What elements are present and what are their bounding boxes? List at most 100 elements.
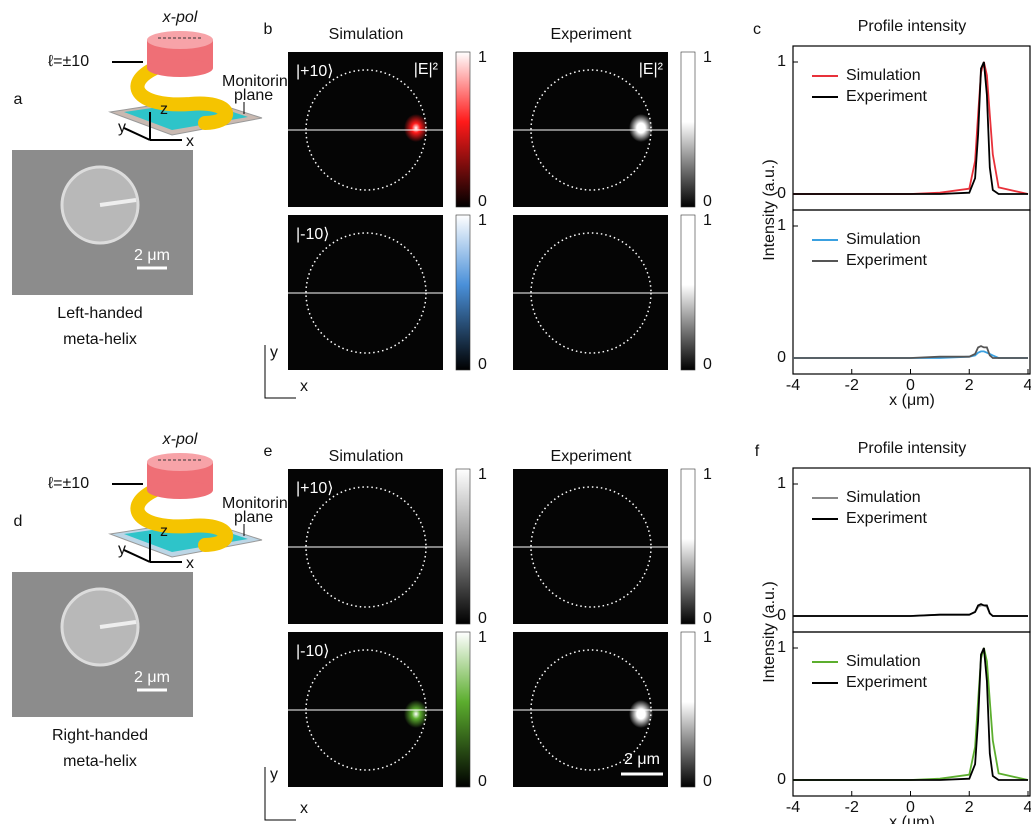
- colorbar-tick: 0: [703, 193, 712, 210]
- x-tick-label: -4: [786, 377, 800, 394]
- x-tick-label: 4: [1024, 799, 1031, 816]
- legend-label: Simulation: [846, 653, 921, 670]
- y-tick-label: 0: [777, 185, 786, 202]
- colorbar-tick: 0: [478, 773, 487, 790]
- caption: Left-handed: [57, 305, 142, 322]
- y-tick-label: 0: [777, 349, 786, 366]
- field-label: |E|²: [639, 61, 664, 78]
- legend-label: Experiment: [846, 252, 927, 269]
- plot-title: Profile intensity: [858, 440, 967, 457]
- panel-label: f: [755, 443, 760, 460]
- x-tick-label: -2: [845, 799, 859, 816]
- state-label: |+10⟩: [296, 63, 334, 80]
- caption: meta-helix: [63, 753, 137, 770]
- colorbar: [456, 215, 470, 370]
- x-tick-label: 2: [965, 377, 974, 394]
- y-tick-label: 0: [777, 607, 786, 624]
- hotspot: [404, 114, 428, 142]
- oam-label: ℓ=±10: [48, 475, 89, 492]
- colorbar: [456, 632, 470, 787]
- field-label: |E|²: [414, 61, 439, 78]
- colorbar-tick: 0: [703, 773, 712, 790]
- y-axis-title: Intensity (a.u.): [761, 159, 778, 260]
- state-label: |+10⟩: [296, 480, 334, 497]
- panel-label: b: [264, 21, 273, 38]
- colorbar-tick: 0: [478, 610, 487, 627]
- legend-label: Simulation: [846, 231, 921, 248]
- column-title: Experiment: [551, 448, 632, 465]
- scale-label: 2 μm: [134, 247, 170, 264]
- axis-label: x: [186, 133, 194, 150]
- figure: abc2 μmLeft-handedmeta-helixx-polℓ=±10Mo…: [0, 0, 1031, 824]
- colorbar: [681, 469, 695, 624]
- panel-label: e: [264, 443, 273, 460]
- axis-label: z: [160, 101, 168, 118]
- colorbar-tick: 1: [478, 629, 487, 646]
- axis-label: y: [118, 119, 126, 136]
- colorbar-tick: 1: [478, 49, 487, 66]
- y-tick-label: 1: [777, 475, 786, 492]
- colorbar-tick: 0: [478, 193, 487, 210]
- monitor-label: plane: [234, 509, 273, 526]
- colorbar-tick: 1: [703, 212, 712, 229]
- legend-label: Simulation: [846, 489, 921, 506]
- colorbar-tick: 1: [478, 212, 487, 229]
- panel-label: a: [14, 91, 23, 108]
- scale-label: 2 μm: [624, 751, 660, 768]
- column-title: Simulation: [329, 26, 404, 43]
- profile-line: [793, 604, 1028, 616]
- beam-bottom: [147, 59, 213, 77]
- y-axis-title: Intensity (a.u.): [761, 581, 778, 682]
- colorbar: [681, 632, 695, 787]
- legend-label: Experiment: [846, 88, 927, 105]
- legend-label: Simulation: [846, 67, 921, 84]
- axis-label: y: [270, 766, 278, 783]
- state-label: |-10⟩: [296, 226, 330, 243]
- colorbar: [456, 469, 470, 624]
- axis-label: x: [300, 378, 308, 395]
- polarization: x-pol: [162, 9, 198, 26]
- x-tick-label: -4: [786, 799, 800, 816]
- axis-label: x: [186, 555, 194, 572]
- y-tick-label: 1: [777, 639, 786, 656]
- oam-label: ℓ=±10: [48, 53, 89, 70]
- legend-label: Experiment: [846, 674, 927, 691]
- y-tick-label: 1: [777, 53, 786, 70]
- x-axis-title: x (μm): [889, 392, 935, 409]
- axis-label: x: [300, 800, 308, 817]
- panel-label: d: [14, 513, 23, 530]
- y-tick-label: 0: [777, 771, 786, 788]
- schematic: 2 μmLeft-handedmeta-helixx-polℓ=±10Monit…: [12, 9, 297, 348]
- polarization: x-pol: [162, 431, 198, 448]
- colorbar-tick: 1: [703, 49, 712, 66]
- profile-line: [793, 605, 1028, 616]
- column-title: Experiment: [551, 26, 632, 43]
- colorbar-tick: 1: [478, 466, 487, 483]
- hotspot: [629, 114, 653, 142]
- axis-arrow: [124, 128, 150, 140]
- x-tick-label: 4: [1024, 377, 1031, 394]
- plot-title: Profile intensity: [858, 18, 967, 35]
- x-tick-label: 2: [965, 799, 974, 816]
- colorbar: [681, 52, 695, 207]
- beam-top: [147, 453, 213, 471]
- beam-bottom: [147, 481, 213, 499]
- caption: meta-helix: [63, 331, 137, 348]
- panel-label: c: [753, 21, 761, 38]
- axis-label: y: [270, 344, 278, 361]
- monitor-label: plane: [234, 87, 273, 104]
- axis-arrow: [124, 550, 150, 562]
- column-title: Simulation: [329, 448, 404, 465]
- colorbar-tick: 0: [478, 356, 487, 373]
- colorbar: [681, 215, 695, 370]
- state-label: |-10⟩: [296, 643, 330, 660]
- x-axis-title: x (μm): [889, 814, 935, 824]
- legend-label: Experiment: [846, 510, 927, 527]
- axis-label: z: [160, 523, 168, 540]
- colorbar-tick: 0: [703, 356, 712, 373]
- x-tick-label: -2: [845, 377, 859, 394]
- colorbar: [456, 52, 470, 207]
- colorbar-tick: 1: [703, 466, 712, 483]
- schematic: 2 μmRight-handedmeta-helixx-polℓ=±10Moni…: [12, 431, 297, 770]
- axis-label: y: [118, 541, 126, 558]
